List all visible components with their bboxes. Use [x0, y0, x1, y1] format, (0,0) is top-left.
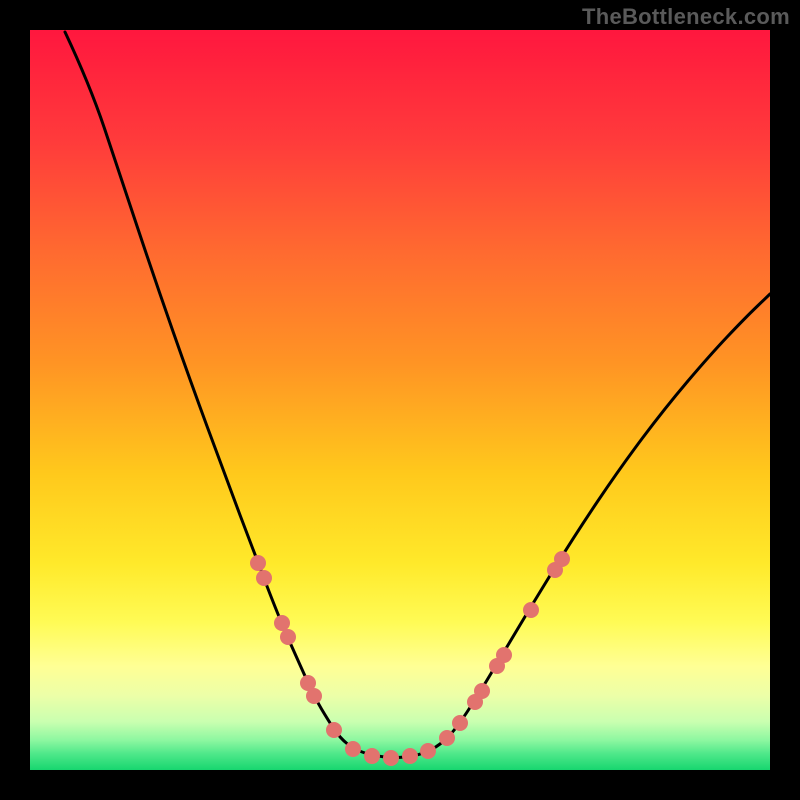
marker-dot	[554, 551, 570, 567]
marker-dot	[496, 647, 512, 663]
marker-dot	[420, 743, 436, 759]
marker-dot	[326, 722, 342, 738]
marker-dot	[306, 688, 322, 704]
marker-dot	[274, 615, 290, 631]
marker-dot	[452, 715, 468, 731]
marker-dot	[383, 750, 399, 766]
marker-dot	[250, 555, 266, 571]
marker-dot	[402, 748, 418, 764]
marker-dot	[439, 730, 455, 746]
marker-dot	[523, 602, 539, 618]
bottleneck-chart	[0, 0, 800, 800]
marker-dot	[364, 748, 380, 764]
watermark-text: TheBottleneck.com	[582, 4, 790, 30]
marker-dot	[474, 683, 490, 699]
chart-gradient-bg	[30, 30, 770, 770]
marker-dot	[256, 570, 272, 586]
marker-dot	[345, 741, 361, 757]
stage: TheBottleneck.com	[0, 0, 800, 800]
marker-dot	[280, 629, 296, 645]
